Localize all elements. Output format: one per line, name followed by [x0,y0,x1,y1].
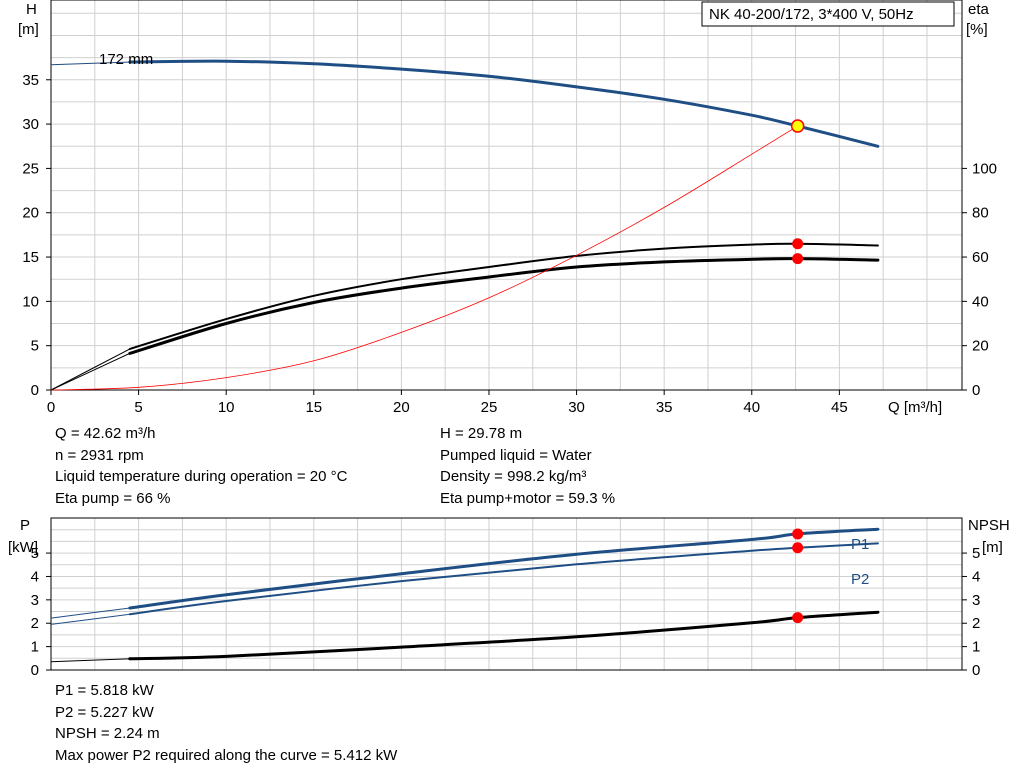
top-x-tick-label: 15 [305,399,322,416]
top-y-left-tick-label: 20 [22,205,39,222]
top-y-left-tick-label: 25 [22,160,39,177]
eta-pump-curve [128,242,879,350]
info-npsh: NPSH = 2.24 m [55,725,160,742]
operating-point-p2-marker [792,542,804,554]
bottom-y-left-tick-label: 3 [31,592,39,609]
info-eta-pump-motor: Eta pump+motor = 59.3 % [440,489,616,507]
head-curve [128,59,880,148]
operating-point-eta-pump-motor-marker [792,253,804,265]
top-x-tick-label: 0 [47,399,55,416]
bottom-y-left-tick-label: 5 [31,545,39,562]
bottom-y-right-tick-label: 2 [972,615,980,632]
operating-point-npsh-marker [792,612,804,624]
head-curve-extrapolated [50,61,130,66]
top-plot-frame [50,0,963,391]
top-x-tick-label: 40 [743,399,760,416]
top-y-left-tick-label: 10 [22,293,39,310]
top-y-left-tick-label: 0 [31,382,39,399]
top-x-title: Q [m³/h] [888,399,942,416]
npsh-curve [128,610,880,661]
bottom-y-right-tick-label: 0 [972,662,980,679]
info-max-power: Max power P2 required along the curve = … [55,746,398,764]
p1-curve-extrapolated [50,607,130,619]
info-eta-pump: Eta pump = 66 % [55,489,171,507]
top-y-left-tick-label: 35 [22,72,39,89]
bottom-y-right-tick-label: 4 [972,568,980,585]
eta-pump-motor-curve-extrapolated [50,352,131,391]
top-y-right-tick-label: 60 [972,249,989,266]
top-y-right-tick-label: 20 [972,338,989,355]
p1-curve-label: P1 [851,536,869,553]
eta-pump-curve-extrapolated [50,348,131,391]
title-box [701,1,955,27]
top-y-left-tick-label: 30 [22,116,39,133]
p2-curve [128,542,879,616]
top-x-tick-label: 20 [393,399,410,416]
info-bottom: P1 = 5.818 kW P2 = 5.227 kW NPSH = 2.24 … [55,680,397,766]
operating-point-p1-marker [792,528,804,540]
top-x-tick-label: 5 [134,399,142,416]
top-x-tick-label: 25 [481,399,498,416]
info-flow: Q = 42.62 m³/h [55,425,156,442]
info-liquid-temperature: Liquid temperature during operation = 20… [55,468,348,485]
bottom-y-left-tick-label: 0 [31,662,39,679]
top-y-left-tick-label: 15 [22,249,39,266]
p2-curve-extrapolated [50,613,130,625]
bottom-chart-grid [50,517,963,671]
chart-curves [50,59,880,663]
top-y-right-tick-label: 80 [972,205,989,222]
info-density: Density = 998.2 kg/m³ [440,468,587,485]
eta-pump-motor-curve [128,257,880,355]
operating-point-eta-pump-marker [792,238,804,250]
info-top-left: Q = 42.62 m³/h n = 2931 rpm Liquid tempe… [55,423,347,509]
info-p2: P2 = 5.227 kW [55,703,154,721]
top-y-right-tick-label: 40 [972,293,989,310]
top-x-tick-label: 10 [218,399,235,416]
impeller-diameter-label: 172 mm [99,51,153,68]
bottom-y-right-tick-label: 3 [972,592,980,609]
bottom-y-left-title-1: P [20,517,30,534]
info-top-right: H = 29.78 m Pumped liquid = Water Densit… [440,423,615,509]
top-x-tick-label: 35 [656,399,673,416]
top-y-right-title-2: [%] [966,21,988,38]
bottom-y-left-tick-label: 1 [31,639,39,656]
top-y-left-title-2: [m] [18,21,39,38]
title-box-text: NK 40-200/172, 3*400 V, 50Hz [709,6,914,23]
bottom-y-right-tick-label: 1 [972,639,980,656]
top-y-right-tick-label: 0 [972,382,980,399]
top-x-tick-label: 30 [568,399,585,416]
operating-point-markers [790,119,805,624]
bottom-y-right-tick-label: 5 [972,545,980,562]
p2-curve-label: P2 [851,571,869,588]
top-y-left-title-1: H [26,1,37,18]
bottom-y-right-title-2: [m] [982,539,1003,556]
bottom-y-right-title-1: NPSH [968,517,1010,534]
info-pumped-liquid: Pumped liquid = Water [440,446,592,464]
top-y-right-title-1: eta [968,1,990,18]
bottom-y-left-tick-label: 2 [31,615,39,632]
system-curve [50,125,798,391]
top-y-left-tick-label: 5 [31,338,39,355]
info-head: H = 29.78 m [440,425,523,442]
bottom-plot-frame [50,517,963,671]
operating-point-head-marker [790,119,805,133]
top-x-tick-label: 45 [831,399,848,416]
bottom-y-left-title-2: [kW] [8,539,38,556]
p1-curve [128,527,880,610]
top-y-right-tick-label: 100 [972,160,997,177]
info-speed: n = 2931 rpm [55,446,144,464]
bottom-y-left-tick-label: 4 [31,568,39,585]
npsh-curve-extrapolated [50,658,130,663]
info-p1: P1 = 5.818 kW [55,682,154,699]
axis-ticks: 0 5 10 15 20 25 30 35 40 450510152025303502040608… [22,72,997,679]
